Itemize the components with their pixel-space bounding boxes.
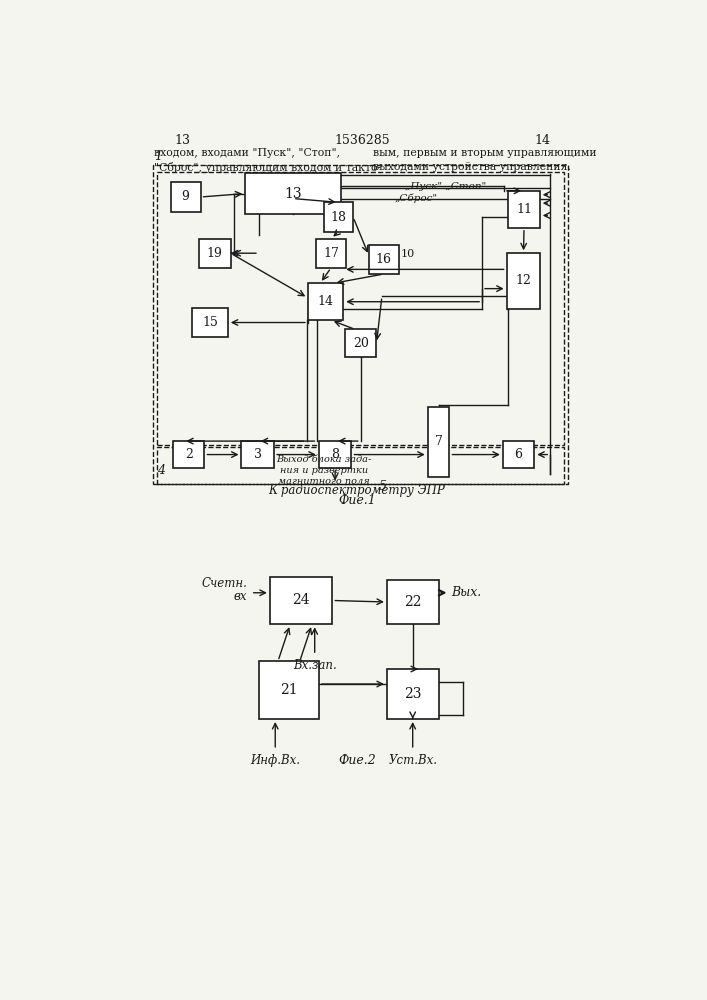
Text: 23: 23 (404, 687, 421, 701)
Text: Выход блока зада-
ния и развертки
магнитного поля: Выход блока зада- ния и развертки магнит… (276, 455, 372, 486)
Text: 6: 6 (515, 448, 522, 461)
Text: 24: 24 (292, 593, 310, 607)
Bar (345, 329, 377, 357)
Text: Вх.зап.: Вх.зап. (293, 659, 337, 672)
Bar (387, 669, 438, 719)
Bar (369, 245, 399, 274)
Text: Вых.: Вых. (451, 586, 481, 599)
Bar (242, 441, 274, 468)
Bar (428, 407, 450, 477)
Text: 18: 18 (331, 211, 346, 224)
Text: 10: 10 (400, 249, 415, 259)
Text: 11: 11 (516, 203, 532, 216)
Text: 3: 3 (254, 448, 262, 461)
Bar (319, 441, 351, 468)
Text: входом, входами "Пуск", "Стоп",
"Сброс", управляющим входом и такто-: входом, входами "Пуск", "Стоп", "Сброс",… (154, 148, 382, 173)
Text: 1: 1 (154, 150, 163, 163)
Text: „Пуск" „Стоп": „Пуск" „Стоп" (405, 182, 486, 191)
Bar (270, 577, 332, 624)
Bar (199, 239, 230, 268)
Text: 8: 8 (331, 448, 339, 461)
Text: 14: 14 (534, 134, 550, 147)
Bar (507, 253, 540, 309)
Bar (156, 172, 563, 445)
Bar (156, 447, 563, 484)
Text: 13: 13 (175, 134, 191, 147)
Bar (153, 165, 568, 484)
Bar (508, 191, 540, 228)
Text: Фие.2: Фие.2 (338, 754, 375, 767)
Text: 17: 17 (323, 247, 339, 260)
Text: 15: 15 (202, 316, 218, 329)
Text: 4: 4 (156, 464, 165, 477)
Text: 22: 22 (404, 595, 421, 609)
Bar (192, 308, 228, 337)
Bar (259, 661, 319, 719)
Text: Уст.Вх.: Уст.Вх. (388, 754, 437, 767)
Text: Фие.1: Фие.1 (338, 494, 375, 507)
Text: 1536285: 1536285 (334, 134, 390, 147)
Text: вх: вх (233, 590, 247, 603)
Text: 21: 21 (280, 683, 298, 697)
Text: вым, первым и вторым управляющими
выходами устройства управления.: вым, первым и вторым управляющими выхода… (373, 148, 597, 172)
Text: 14: 14 (317, 295, 334, 308)
Text: „Сброс": „Сброс" (395, 194, 438, 203)
Bar (316, 239, 346, 268)
Text: К радиоспектрометру ЭПР: К радиоспектрометру ЭПР (269, 484, 445, 497)
Text: 12: 12 (515, 274, 532, 287)
Bar (173, 441, 204, 468)
Bar (387, 580, 438, 624)
Bar (503, 441, 534, 468)
Text: 19: 19 (207, 247, 223, 260)
Text: Инф.Вх.: Инф.Вх. (250, 754, 300, 767)
Bar (170, 182, 201, 212)
Text: 13: 13 (284, 187, 302, 201)
Bar (308, 283, 344, 320)
Text: 16: 16 (376, 253, 392, 266)
Text: 20: 20 (353, 337, 368, 350)
Bar (245, 173, 341, 214)
Text: 7: 7 (435, 435, 443, 448)
Bar (325, 202, 353, 232)
Text: 5: 5 (379, 480, 387, 493)
Text: 9: 9 (182, 190, 189, 204)
Text: 2: 2 (185, 448, 192, 461)
Text: Счетн.: Счетн. (201, 577, 247, 590)
